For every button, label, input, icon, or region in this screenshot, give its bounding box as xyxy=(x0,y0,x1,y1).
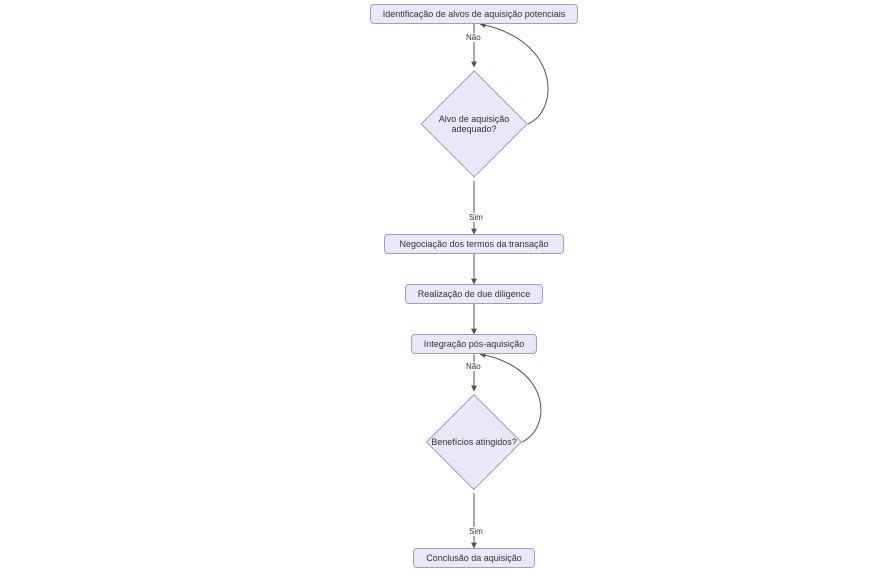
flowchart-node-n5: Conclusão da aquisição xyxy=(413,548,535,568)
flowchart-node-n2: Negociação dos termos da transação xyxy=(384,234,564,254)
edge-label-d1-n2: Sim xyxy=(467,213,485,222)
edge-label-d2-n4: Não xyxy=(464,362,483,371)
node-label: Negociação dos termos da transação xyxy=(399,239,548,249)
edge-label-d1-n1: Não xyxy=(464,33,483,42)
flowchart-node-n4: Integração pós-aquisição xyxy=(411,334,537,354)
edge-label-d2-n5: Sim xyxy=(467,527,485,536)
flowchart-node-n1: Identificação de alvos de aquisição pote… xyxy=(370,4,578,24)
node-label: Integração pós-aquisição xyxy=(424,339,525,349)
decision-label: Benefícios atingidos? xyxy=(426,437,522,447)
flowchart-container: Identificação de alvos de aquisição pote… xyxy=(0,0,885,577)
node-label: Conclusão da aquisição xyxy=(426,553,522,563)
flowchart-decision-d1: Alvo de aquisição adequado? xyxy=(420,70,528,178)
node-label: Realização de due diligence xyxy=(418,289,531,299)
node-label: Identificação de alvos de aquisição pote… xyxy=(383,9,566,19)
flowchart-decision-d2: Benefícios atingidos? xyxy=(426,394,522,490)
flowchart-node-n3: Realização de due diligence xyxy=(405,284,543,304)
decision-label: Alvo de aquisição adequado? xyxy=(420,114,528,134)
